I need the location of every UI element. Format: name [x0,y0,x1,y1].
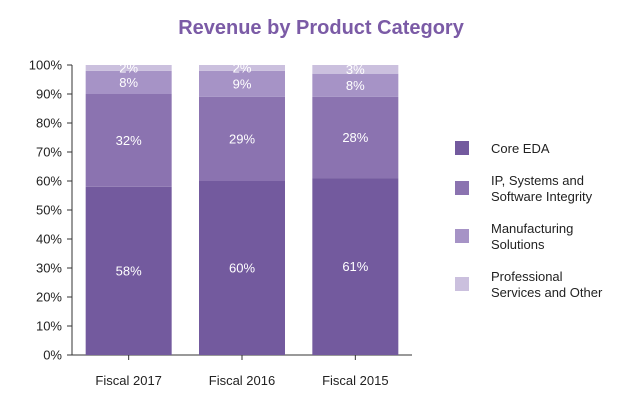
legend-label: IP, Systems and [491,173,584,188]
y-tick-label: 100% [29,58,63,73]
legend-swatch [455,229,469,243]
legend-label: Professional [491,269,563,284]
bar-segment [312,65,399,74]
data-label: 61% [342,259,368,274]
legend-label: Core EDA [491,141,550,156]
y-tick-label: 60% [36,174,62,189]
data-label: 29% [229,131,255,146]
x-tick-label: Fiscal 2016 [209,373,275,388]
data-label: 9% [233,76,252,91]
legend-label: Services and Other [491,285,603,300]
y-tick-label: 50% [36,203,62,218]
x-tick-label: Fiscal 2015 [322,373,388,388]
bar-segment [85,70,172,94]
y-tick-label: 90% [36,87,62,102]
bar-segment [312,96,399,179]
data-label: 3% [346,62,365,77]
data-label: 28% [342,130,368,145]
chart-title: Revenue by Product Category [178,17,465,39]
data-label: 8% [346,78,365,93]
data-label: 60% [229,261,255,276]
y-tick-label: 80% [36,116,62,131]
bar-segment [85,65,172,71]
y-tick-label: 30% [36,261,62,276]
plot-area: 0% 10% 20% 30% 40% 50% 60% 70% 80% 90% 100% 58% 32% 8… [29,58,412,388]
y-tick-label: 0% [43,348,62,363]
legend-label: Software Integrity [491,189,593,204]
y-tick-label: 10% [36,319,62,334]
data-label: 8% [119,75,138,90]
bar-segment [312,73,399,97]
x-tick-label: Fiscal 2017 [95,373,161,388]
legend-swatch [455,141,469,155]
data-label: 2% [119,60,138,75]
bar-segment [199,70,285,97]
y-tick-label: 20% [36,290,62,305]
bar-segment [85,186,172,355]
legend-label: Solutions [491,237,545,252]
legend-swatch [455,181,469,195]
y-tick-label: 40% [36,232,62,247]
data-label: 32% [116,133,142,148]
bar-segment [199,96,285,181]
data-label: 2% [233,60,252,75]
legend-label: Manufacturing [491,221,573,236]
bar-segment [312,178,399,355]
bar-segment [85,94,172,187]
legend-swatch [455,277,469,291]
y-tick-label: 70% [36,145,62,160]
bar-segment [199,65,285,71]
bar-segment [199,181,285,355]
data-label: 58% [116,263,142,278]
